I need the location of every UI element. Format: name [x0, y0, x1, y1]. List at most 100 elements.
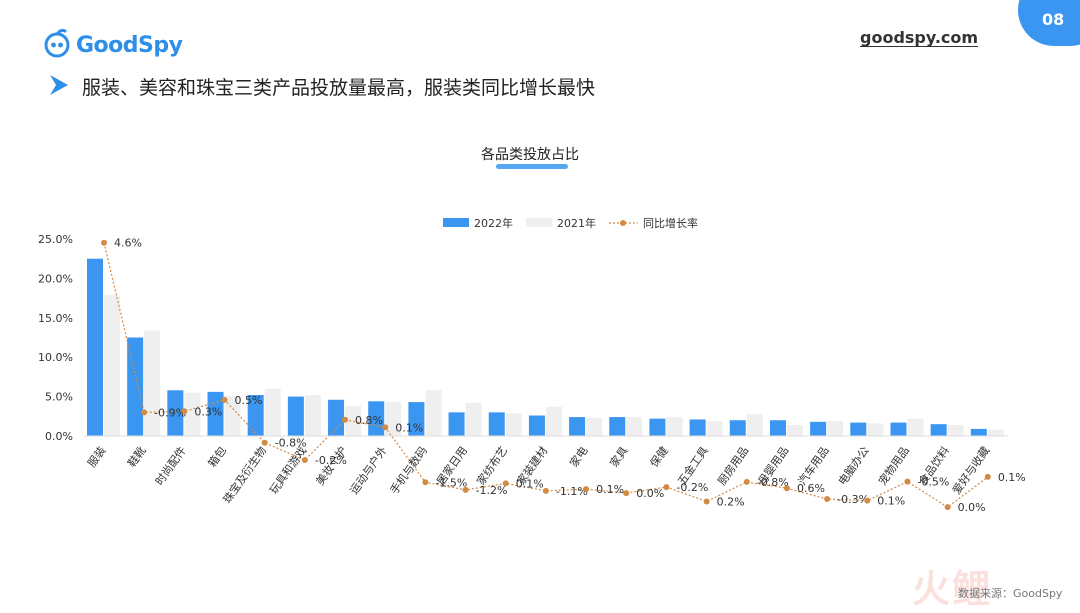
- growth-label: 0.1%: [395, 421, 423, 434]
- bar-2021: [666, 417, 683, 436]
- logo[interactable]: GoodSpy: [44, 28, 183, 62]
- bar-2021: [786, 424, 803, 436]
- x-tick-label: 爱好与收藏: [949, 444, 992, 497]
- bar-2021: [224, 395, 241, 436]
- chart-legend: 2022年 2021年 同比增长率: [443, 216, 698, 230]
- growth-point: [502, 480, 509, 487]
- x-tick-label: 汽车用品: [795, 444, 832, 488]
- x-tick-label: 保健: [647, 444, 671, 470]
- y-tick-label: 10.0%: [38, 351, 73, 364]
- growth-point: [101, 239, 107, 246]
- legend-swatch-2021: [526, 218, 552, 227]
- growth-label: -0.8%: [757, 476, 789, 489]
- growth-point: [703, 498, 710, 505]
- watermark: 火鲤: [912, 567, 993, 611]
- bar-2022: [408, 402, 425, 436]
- bar-2022: [890, 422, 907, 436]
- bar-2022: [87, 258, 103, 436]
- bar-2021: [345, 406, 362, 436]
- y-axis: 0.0% 5.0% 10.0% 15.0% 20.0% 25.0%: [38, 233, 73, 443]
- y-tick-label: 5.0%: [45, 391, 73, 404]
- bar-2022: [970, 428, 987, 436]
- headline: 服装、美容和珠宝三类产品投放量最高，服装类同比增长最快: [82, 77, 596, 99]
- growth-label: 0.1%: [596, 483, 624, 496]
- bar-2021: [264, 388, 281, 436]
- brand-name: GoodSpy: [76, 32, 183, 58]
- bar-2021: [947, 424, 964, 436]
- growth-point: [623, 490, 630, 497]
- y-tick-label: 15.0%: [38, 312, 73, 325]
- growth-label: -1.5%: [435, 476, 467, 489]
- growth-point: [583, 486, 590, 493]
- bar-2021: [907, 418, 924, 436]
- bar-2022: [850, 422, 867, 436]
- x-tick-label: 家具: [607, 444, 631, 470]
- chart-title: 各品类投放占比: [481, 147, 579, 163]
- growth-label: 0.0%: [636, 487, 664, 500]
- growth-label: 0.5%: [235, 394, 263, 407]
- growth-point: [141, 409, 148, 416]
- bar-2021: [425, 390, 442, 436]
- data-source: 数据来源：GoodSpy: [958, 587, 1063, 600]
- x-tick-label: 服装: [85, 444, 108, 469]
- growth-point: [221, 396, 228, 403]
- bar-2022: [448, 412, 465, 436]
- bar-2021: [867, 423, 884, 436]
- growth-point: [783, 485, 790, 492]
- goodspy-logo-icon: [44, 28, 70, 62]
- growth-point: [904, 478, 911, 485]
- growth-point: [824, 496, 831, 503]
- bar-2022: [127, 337, 144, 436]
- growth-label: -0.2%: [676, 481, 708, 494]
- growth-point: [261, 439, 268, 446]
- bar-2022: [930, 424, 947, 436]
- bar-2021: [505, 413, 522, 436]
- growth-point: [864, 497, 871, 504]
- growth-label: -1.1%: [556, 485, 588, 498]
- bar-2021: [586, 417, 603, 436]
- bar-2021: [626, 417, 643, 436]
- x-tick-label: 时尚配件: [152, 444, 189, 488]
- bar-2021: [104, 294, 120, 436]
- bar-2021: [144, 330, 161, 436]
- x-tick-label: 箱包: [205, 444, 229, 470]
- play-arrow-icon: [48, 74, 70, 100]
- growth-line: 4.6% -0.9% 0.3% 0.5% -0.8% -0.2% 0.8% 0.1% -1.5%…: [101, 237, 1026, 514]
- bar-2022: [729, 420, 746, 436]
- growth-point: [663, 484, 670, 491]
- bar-2021: [827, 421, 844, 436]
- growth-point: [743, 478, 750, 485]
- growth-label: 0.0%: [958, 501, 986, 514]
- growth-point: [342, 416, 349, 423]
- x-tick-label: 家电: [566, 444, 590, 470]
- site-link[interactable]: goodspy.com: [860, 28, 979, 47]
- growth-label: -0.8%: [275, 437, 307, 450]
- x-tick-label: 手机与数码: [387, 444, 430, 497]
- y-tick-label: 0.0%: [45, 430, 73, 443]
- bar-2022: [769, 420, 786, 436]
- growth-point: [382, 424, 389, 431]
- growth-point: [944, 504, 951, 511]
- growth-label: -0.5%: [917, 476, 949, 489]
- x-tick-label: 电脑办公: [836, 444, 872, 487]
- growth-point: [984, 473, 991, 480]
- bar-2022: [649, 418, 666, 436]
- bar-2021: [987, 429, 1004, 436]
- bar-2022: [287, 396, 304, 436]
- bar-2022: [689, 419, 706, 436]
- x-tick-label: 玩具和游戏: [267, 444, 309, 497]
- growth-label: 0.3%: [194, 405, 222, 418]
- growth-label: -0.3%: [837, 493, 869, 506]
- bar-2021: [746, 413, 763, 436]
- legend-marker-growth: [620, 220, 626, 226]
- bar-2021: [706, 421, 723, 436]
- growth-point: [462, 486, 469, 493]
- bar-2022: [247, 395, 264, 436]
- growth-label: 0.2%: [717, 495, 745, 508]
- growth-label: 0.1%: [998, 471, 1026, 484]
- bar-2021: [304, 395, 321, 436]
- growth-point: [542, 487, 549, 494]
- x-tick-label: 鞋靴: [125, 444, 149, 470]
- bar-2022: [609, 417, 626, 436]
